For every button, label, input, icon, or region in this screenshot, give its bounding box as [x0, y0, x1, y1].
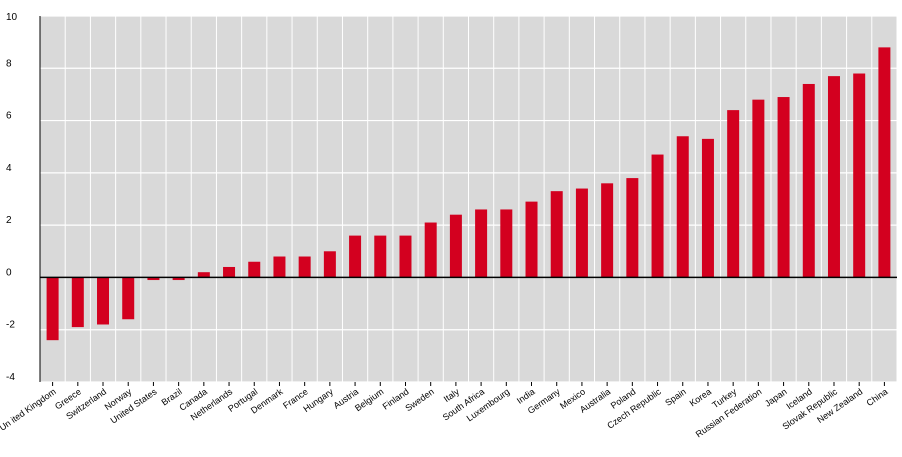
- bar: [223, 266, 236, 278]
- bar: [500, 209, 513, 278]
- bar: [349, 235, 362, 278]
- x-tick-label: Korea: [688, 386, 713, 408]
- y-tick-label: 10: [6, 12, 18, 23]
- bar: [777, 97, 790, 278]
- bar: [122, 277, 135, 320]
- y-tick-label: 2: [6, 215, 12, 226]
- x-tick-label: Sweden: [403, 386, 435, 413]
- bar: [701, 138, 714, 278]
- bar: [827, 76, 840, 278]
- bar: [424, 222, 437, 278]
- bar: [651, 154, 664, 278]
- bar: [853, 73, 866, 278]
- bar: [248, 261, 261, 278]
- y-tick-label: 0: [6, 267, 12, 278]
- y-tick-label: -2: [6, 320, 15, 331]
- bar: [172, 277, 185, 281]
- bar: [878, 47, 891, 278]
- bar: [626, 178, 639, 278]
- bar: [449, 214, 462, 278]
- y-tick-label: 8: [6, 58, 12, 69]
- bar: [323, 251, 336, 278]
- y-tick-label: -4: [6, 372, 15, 383]
- bar: [727, 110, 740, 278]
- bar: [197, 272, 210, 278]
- bar: [374, 235, 387, 278]
- x-tick-label: China: [865, 386, 890, 408]
- y-tick-label: 6: [6, 111, 12, 122]
- x-tick-label: Belgium: [353, 386, 385, 413]
- bar: [399, 235, 412, 278]
- bar: [147, 277, 160, 281]
- bar: [46, 277, 59, 341]
- bar: [525, 201, 538, 278]
- bar: [97, 277, 110, 325]
- y-tick-label: 4: [6, 163, 12, 174]
- bar: [298, 256, 311, 278]
- bar: [575, 188, 588, 278]
- bar: [475, 209, 488, 278]
- bar: [273, 256, 286, 278]
- bar: [676, 136, 689, 278]
- bar: [802, 83, 815, 278]
- x-tick-label: Spain: [663, 386, 688, 407]
- bar: [752, 99, 765, 278]
- bar: [71, 277, 84, 328]
- bar: [550, 191, 563, 278]
- bar: [601, 183, 614, 278]
- x-tick-label: Un ited Kingdom: [0, 386, 58, 432]
